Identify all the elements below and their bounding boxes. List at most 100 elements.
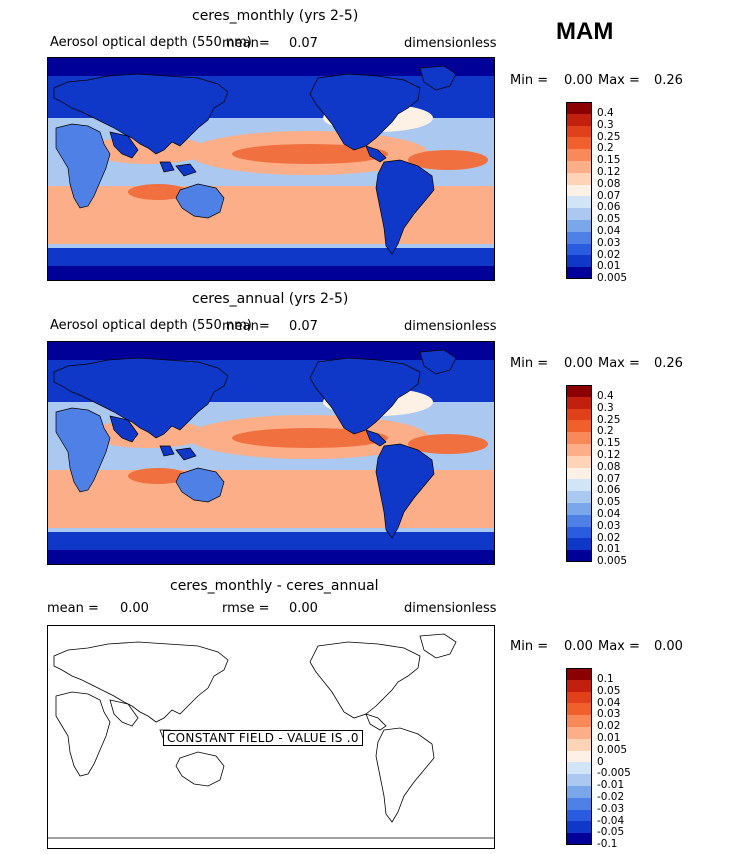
panel1-colorbar-swatch [566,220,592,233]
panel3-max-label: Max = [598,639,640,654]
panel2-field-map [48,342,494,564]
panel2-max-label: Max = [598,356,640,371]
panel2-colorbar: 0.4 0.3 0.25 0.2 0.15 0.12 0.08 0.07 0.06 0.05 0.0… [566,385,627,567]
panel2-colorbar-level-label: 0.04 [597,507,621,520]
panel1-max-label: Max = [598,73,640,88]
panel3-colorbar-frame [566,668,592,845]
panel2-colorbar-swatch [566,514,592,527]
panel3-colorbar-swatch [566,833,592,846]
panel3-colorbar-level-label: -0.01 [597,779,625,792]
panel3-colorbar-level-label: 0.05 [597,684,621,697]
panel2-colorbar-level-label: 0.12 [597,448,621,461]
panel2-colorbar-swatch [566,455,592,468]
panel1-max-value: 0.26 [654,73,683,88]
panel1-colorbar-swatch [566,172,592,185]
panel3-colorbar-swatch [566,809,592,822]
panel3-coastline-map [48,633,494,839]
panel2-colorbar-level-label: 0.01 [597,543,621,556]
panel3-colorbar-swatch [566,774,592,787]
panel1-colorbar-level-label: 0.4 [597,106,614,119]
panel1-colorbar-frame [566,102,592,279]
panel1-colorbar-swatch [566,255,592,268]
panel3-colorbar-level-label: 0.03 [597,708,621,721]
panel3-units: dimensionless [404,601,497,616]
panel3-colorbar-swatch [566,750,592,763]
panel2-colorbar-level-label: 0.4 [597,389,614,402]
panel3-title: ceres_monthly - ceres_annual [170,578,379,594]
panel2-colorbar-swatch [566,479,592,492]
panel3-colorbar-level-label: -0.05 [597,826,625,839]
panel2-colorbar-level-label: 0.15 [597,437,621,450]
panel2-colorbar-level-label: 0.07 [597,472,621,485]
panel1-colorbar-swatch [566,184,592,197]
panel3-colorbar-swatch [566,786,592,799]
panel2-colorbar-swatch [566,503,592,516]
panel1-colorbar-level-label: 0.3 [597,118,614,131]
panel2-colorbar-level-label: 0.02 [597,531,621,544]
panel1-colorbar-level-label: 0.01 [597,260,621,273]
panel2-colorbar-level-label: 0.06 [597,484,621,497]
panel2-colorbar-frame [566,385,592,562]
panel2-map [47,341,495,565]
panel1-min-value: 0.00 [564,73,593,88]
panel1-colorbar-swatch [566,113,592,126]
panel1-colorbar-level-label: 0.02 [597,248,621,261]
panel2-colorbar-level-label: 0.005 [597,555,628,568]
panel1-colorbar-level-label: 0.15 [597,154,621,167]
panel1-colorbar-swatch [566,125,592,138]
panel2-colorbar-level-label: 0.3 [597,401,614,414]
panel1-colorbar-swatch [566,102,592,115]
panel1-colorbar-level-label: 0.25 [597,130,621,143]
panel2-colorbar-swatch [566,550,592,563]
panel1-variable: Aerosol optical depth (550 nm) [50,35,252,50]
panel3-colorbar-swatch [566,797,592,810]
panel2-colorbar-swatch [566,408,592,421]
panel1-colorbar-level-label: 0.2 [597,142,614,155]
panel2-colorbar-level-label: 0.25 [597,413,621,426]
panel3-colorbar-level-label: -0.005 [597,767,631,780]
panel2-colorbar-swatch [566,467,592,480]
panel3-colorbar-swatch [566,715,592,728]
panel3-colorbar-swatch [566,738,592,751]
panel3-colorbar-swatch [566,703,592,716]
panel2-colorbar-swatch [566,385,592,398]
panel3-colorbar: 0.1 0.05 0.04 0.03 0.02 0.01 0.005 0 -0.005 -0.01… [566,668,631,850]
panel3-colorbar-level-label: 0.1 [597,672,614,685]
panel2-mean-value: 0.07 [289,319,318,334]
panel2-units: dimensionless [404,319,497,334]
panel1-field-map [48,58,494,280]
panel2-colorbar-swatch [566,538,592,551]
panel1-colorbar-swatch [566,231,592,244]
panel2-colorbar-level-label: 0.2 [597,425,614,438]
panel2-variable: Aerosol optical depth (550 nm) [50,318,252,333]
panel1-mean-value: 0.07 [289,36,318,51]
panel3-mean-label: mean = [47,601,99,616]
panel2-colorbar-swatch [566,491,592,504]
panel1-colorbar-level-label: 0.05 [597,213,621,226]
panel1-colorbar-swatch [566,161,592,174]
panel3-colorbar-level-label: 0.005 [597,743,628,756]
panel1-colorbar-swatch [566,196,592,209]
panel3-rmse-label: rmse = [222,601,270,616]
panel1-colorbar-level-label: 0.12 [597,165,621,178]
panel1-colorbar-swatch [566,149,592,162]
panel3-colorbar-swatch [566,679,592,692]
panel2-colorbar-level-label: 0.05 [597,496,621,509]
panel3-colorbar-level-label: 0.01 [597,731,621,744]
panel1-min-label: Min = [510,73,549,88]
panel3-colorbar-swatch [566,821,592,834]
panel3-colorbar-level-label: -0.04 [597,814,625,827]
panel2-min-label: Min = [510,356,549,371]
panel3-colorbar-swatch [566,668,592,681]
panel1-colorbar-swatch [566,243,592,256]
panel3-colorbar-level-label: -0.02 [597,790,625,803]
panel1-colorbar-level-label: 0.005 [597,272,628,285]
panel3-min-label: Min = [510,639,549,654]
panel3-colorbar-level-label: -0.03 [597,802,625,815]
panel2-title: ceres_annual (yrs 2-5) [192,291,349,307]
panel1-title: ceres_monthly (yrs 2-5) [192,8,359,24]
panel1-map [47,57,495,281]
panel3-colorbar-swatch [566,762,592,775]
panel1-colorbar-swatch [566,208,592,221]
panel2-colorbar-swatch [566,396,592,409]
